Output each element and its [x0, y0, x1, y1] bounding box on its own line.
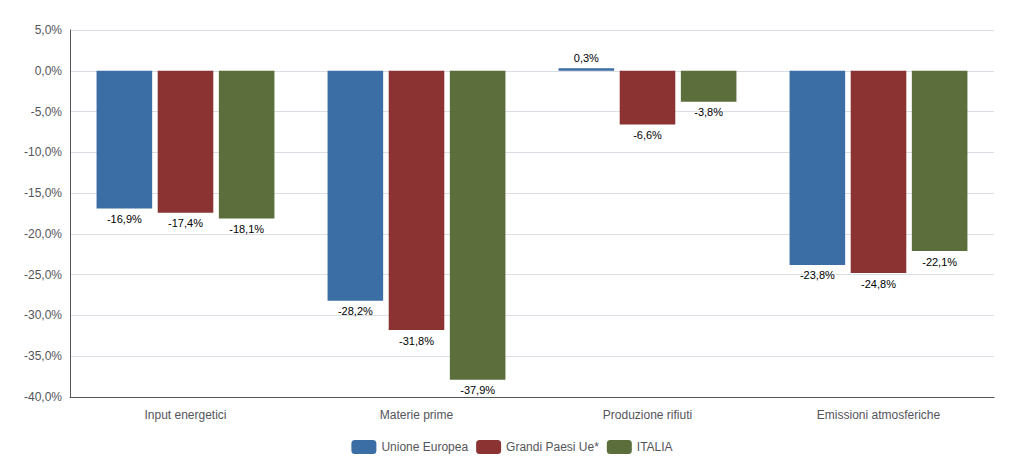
svg-text:-16,9%: -16,9%: [107, 213, 142, 225]
svg-text:-10,0%: -10,0%: [24, 145, 62, 159]
svg-text:-23,8%: -23,8%: [800, 269, 835, 281]
svg-text:-24,8%: -24,8%: [861, 278, 896, 290]
svg-text:0,3%: 0,3%: [574, 52, 599, 64]
svg-text:-22,1%: -22,1%: [922, 256, 957, 268]
svg-text:Produzione rifiuti: Produzione rifiuti: [603, 408, 692, 422]
svg-text:-5,0%: -5,0%: [31, 105, 63, 119]
svg-text:-17,4%: -17,4%: [168, 217, 203, 229]
svg-text:0,0%: 0,0%: [35, 64, 63, 78]
svg-text:5,0%: 5,0%: [35, 23, 63, 37]
svg-text:ITALIA: ITALIA: [637, 440, 673, 454]
svg-text:Emissioni atmosferiche: Emissioni atmosferiche: [817, 408, 941, 422]
svg-text:-18,1%: -18,1%: [229, 223, 264, 235]
svg-text:-20,0%: -20,0%: [24, 227, 62, 241]
svg-text:-15,0%: -15,0%: [24, 186, 62, 200]
svg-text:-37,9%: -37,9%: [460, 384, 495, 396]
svg-text:Input energetici: Input energetici: [144, 408, 226, 422]
svg-text:Materie prime: Materie prime: [380, 408, 454, 422]
svg-text:-28,2%: -28,2%: [338, 305, 373, 317]
svg-text:-40,0%: -40,0%: [24, 390, 62, 404]
svg-text:-30,0%: -30,0%: [24, 308, 62, 322]
svg-text:-25,0%: -25,0%: [24, 268, 62, 282]
svg-text:-31,8%: -31,8%: [399, 335, 434, 347]
svg-text:-6,6%: -6,6%: [633, 129, 662, 141]
svg-text:Grandi Paesi Ue*: Grandi Paesi Ue*: [506, 440, 599, 454]
svg-text:-35,0%: -35,0%: [24, 349, 62, 363]
svg-text:-3,8%: -3,8%: [694, 106, 723, 118]
svg-text:Unione Europea: Unione Europea: [381, 440, 468, 454]
